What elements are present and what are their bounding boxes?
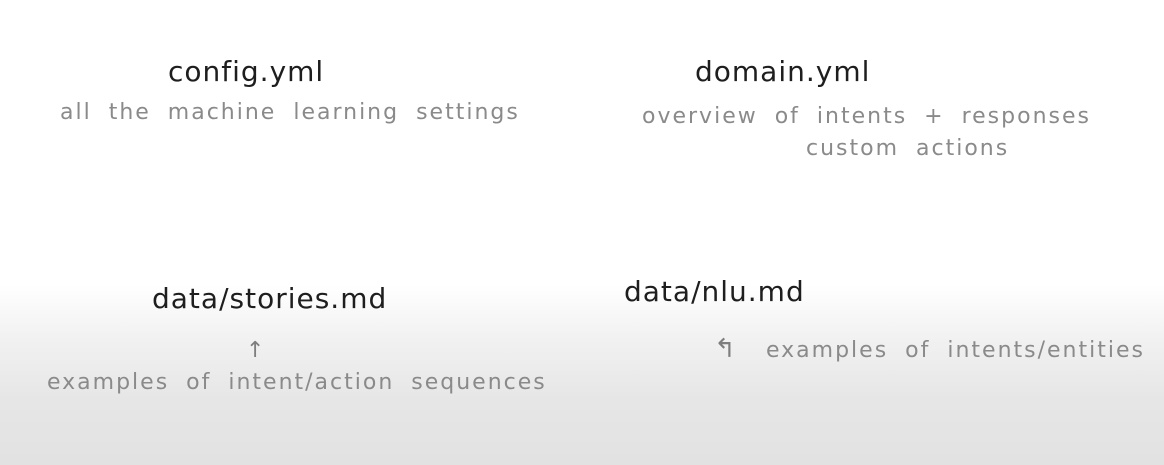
config-filename: config.yml (168, 55, 325, 88)
nlu-filename: data/nlu.md (624, 275, 805, 308)
domain-description-line1: overview of intents + responses (642, 104, 1091, 129)
curved-up-arrow-icon: ↰ (714, 334, 736, 364)
config-description: all the machine learning settings (60, 100, 520, 125)
up-arrow-icon: ↑ (246, 338, 265, 363)
stories-description: examples of intent/action sequences (47, 370, 547, 395)
domain-description-line2: custom actions (806, 136, 1010, 161)
nlu-description: examples of intents/entities (766, 338, 1145, 363)
stories-filename: data/stories.md (152, 282, 388, 315)
domain-filename: domain.yml (695, 55, 871, 88)
